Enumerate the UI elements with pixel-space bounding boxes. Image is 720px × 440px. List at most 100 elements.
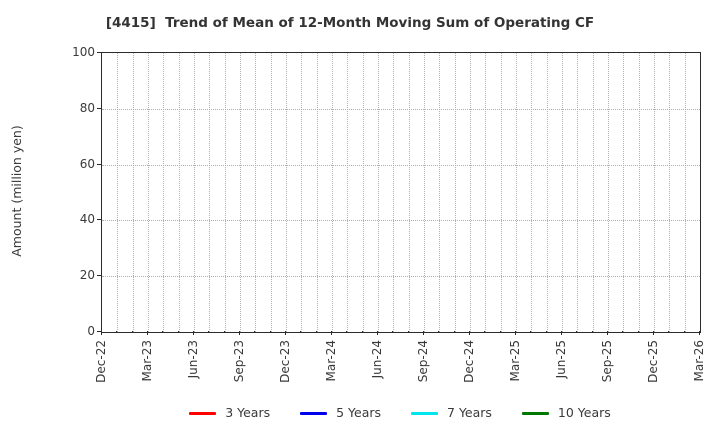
x-minor-tick bbox=[407, 331, 409, 333]
x-tick-label: Mar-24 bbox=[324, 340, 338, 382]
vertical-gridline bbox=[286, 53, 287, 332]
x-minor-tick bbox=[177, 331, 179, 333]
horizontal-gridline bbox=[102, 220, 700, 222]
vertical-gridline bbox=[194, 53, 195, 332]
x-minor-tick bbox=[392, 331, 394, 333]
legend-line-swatch bbox=[189, 411, 217, 415]
plot-area bbox=[101, 52, 701, 333]
x-tick-label: Jun-24 bbox=[370, 340, 384, 379]
x-minor-tick bbox=[269, 331, 271, 333]
x-tick-label: Jun-23 bbox=[186, 340, 200, 379]
vertical-gridline bbox=[439, 53, 441, 332]
x-major-tick bbox=[561, 331, 562, 335]
vertical-gridline bbox=[654, 53, 655, 332]
chart-title: [4415] Trend of Mean of 12-Month Moving … bbox=[105, 15, 595, 31]
vertical-gridline bbox=[347, 53, 349, 332]
vertical-gridline bbox=[408, 53, 410, 332]
vertical-gridline bbox=[209, 53, 211, 332]
x-tick-label: Mar-23 bbox=[140, 340, 154, 382]
horizontal-gridline bbox=[102, 108, 700, 110]
y-tick bbox=[97, 107, 101, 109]
vertical-gridline bbox=[454, 53, 456, 332]
x-minor-tick bbox=[131, 331, 133, 333]
y-tick bbox=[97, 331, 101, 332]
vertical-gridline bbox=[178, 53, 180, 332]
y-tick-label: 0 bbox=[87, 324, 95, 338]
x-minor-tick bbox=[576, 331, 578, 333]
x-major-tick bbox=[607, 331, 608, 335]
x-minor-tick bbox=[254, 331, 256, 333]
legend-label: 10 Years bbox=[557, 405, 611, 420]
x-major-tick bbox=[515, 331, 516, 335]
y-tick-label: 100 bbox=[72, 45, 95, 59]
vertical-gridline bbox=[546, 53, 548, 332]
vertical-gridline bbox=[669, 53, 671, 332]
vertical-gridline bbox=[148, 53, 149, 332]
legend-label: 5 Years bbox=[336, 405, 382, 420]
vertical-gridline bbox=[470, 53, 471, 332]
legend-item: 3 Years bbox=[189, 405, 270, 421]
x-major-tick bbox=[377, 331, 378, 335]
vertical-gridline bbox=[362, 53, 364, 332]
vertical-gridline bbox=[623, 53, 625, 332]
vertical-gridline bbox=[255, 53, 257, 332]
x-tick-label: Mar-26 bbox=[692, 340, 706, 382]
legend-label: 3 Years bbox=[225, 405, 271, 420]
vertical-gridline bbox=[638, 53, 640, 332]
x-major-tick bbox=[285, 331, 286, 335]
y-tick bbox=[97, 219, 101, 221]
x-minor-tick bbox=[622, 331, 624, 333]
x-major-tick bbox=[147, 331, 148, 335]
x-major-tick bbox=[423, 331, 424, 335]
legend-item: 7 Years bbox=[411, 405, 492, 421]
vertical-gridline bbox=[132, 53, 134, 332]
x-minor-tick bbox=[438, 331, 440, 333]
legend: 3 Years 5 Years 7 Years 10 Years bbox=[101, 402, 699, 424]
vertical-gridline bbox=[500, 53, 502, 332]
legend-line-swatch bbox=[411, 411, 439, 415]
x-tick-label: Jun-25 bbox=[554, 340, 568, 379]
legend-label: 7 Years bbox=[447, 405, 492, 420]
x-minor-tick bbox=[530, 331, 532, 333]
vertical-gridline bbox=[562, 53, 563, 332]
x-minor-tick bbox=[346, 331, 348, 333]
x-tick-label: Dec-25 bbox=[646, 340, 660, 383]
x-minor-tick bbox=[116, 331, 118, 333]
vertical-gridline bbox=[608, 53, 609, 332]
vertical-gridline bbox=[316, 53, 318, 332]
x-minor-tick bbox=[361, 331, 363, 333]
y-axis-title: Amount (million yen) bbox=[9, 125, 24, 257]
y-tick bbox=[97, 275, 101, 277]
x-minor-tick bbox=[453, 331, 455, 333]
x-minor-tick bbox=[208, 331, 210, 333]
x-major-tick bbox=[101, 331, 102, 335]
vertical-gridline bbox=[224, 53, 226, 332]
x-major-tick bbox=[331, 331, 332, 335]
x-tick-label: Sep-25 bbox=[600, 340, 614, 383]
x-minor-tick bbox=[162, 331, 164, 333]
x-major-tick bbox=[469, 331, 470, 335]
x-tick-label: Dec-24 bbox=[462, 340, 476, 383]
legend-line-swatch bbox=[521, 411, 549, 415]
vertical-gridline bbox=[240, 53, 241, 332]
x-tick-label: Mar-25 bbox=[508, 340, 522, 382]
vertical-gridline bbox=[378, 53, 379, 332]
x-tick-label: Dec-23 bbox=[278, 340, 292, 383]
x-major-tick bbox=[653, 331, 654, 335]
vertical-gridline bbox=[117, 53, 119, 332]
y-tick-label: 80 bbox=[79, 100, 95, 115]
y-tick-label: 40 bbox=[79, 212, 95, 227]
x-minor-tick bbox=[300, 331, 302, 333]
x-major-tick bbox=[699, 331, 700, 335]
legend-line-swatch bbox=[300, 411, 328, 415]
vertical-gridline bbox=[332, 53, 333, 332]
y-tick bbox=[97, 163, 101, 165]
x-minor-tick bbox=[315, 331, 317, 333]
vertical-gridline bbox=[684, 53, 686, 332]
y-tick bbox=[97, 52, 101, 53]
x-minor-tick bbox=[499, 331, 501, 333]
vertical-gridline bbox=[531, 53, 533, 332]
vertical-gridline bbox=[424, 53, 425, 332]
x-major-tick bbox=[239, 331, 240, 335]
y-tick-label: 60 bbox=[79, 156, 95, 171]
